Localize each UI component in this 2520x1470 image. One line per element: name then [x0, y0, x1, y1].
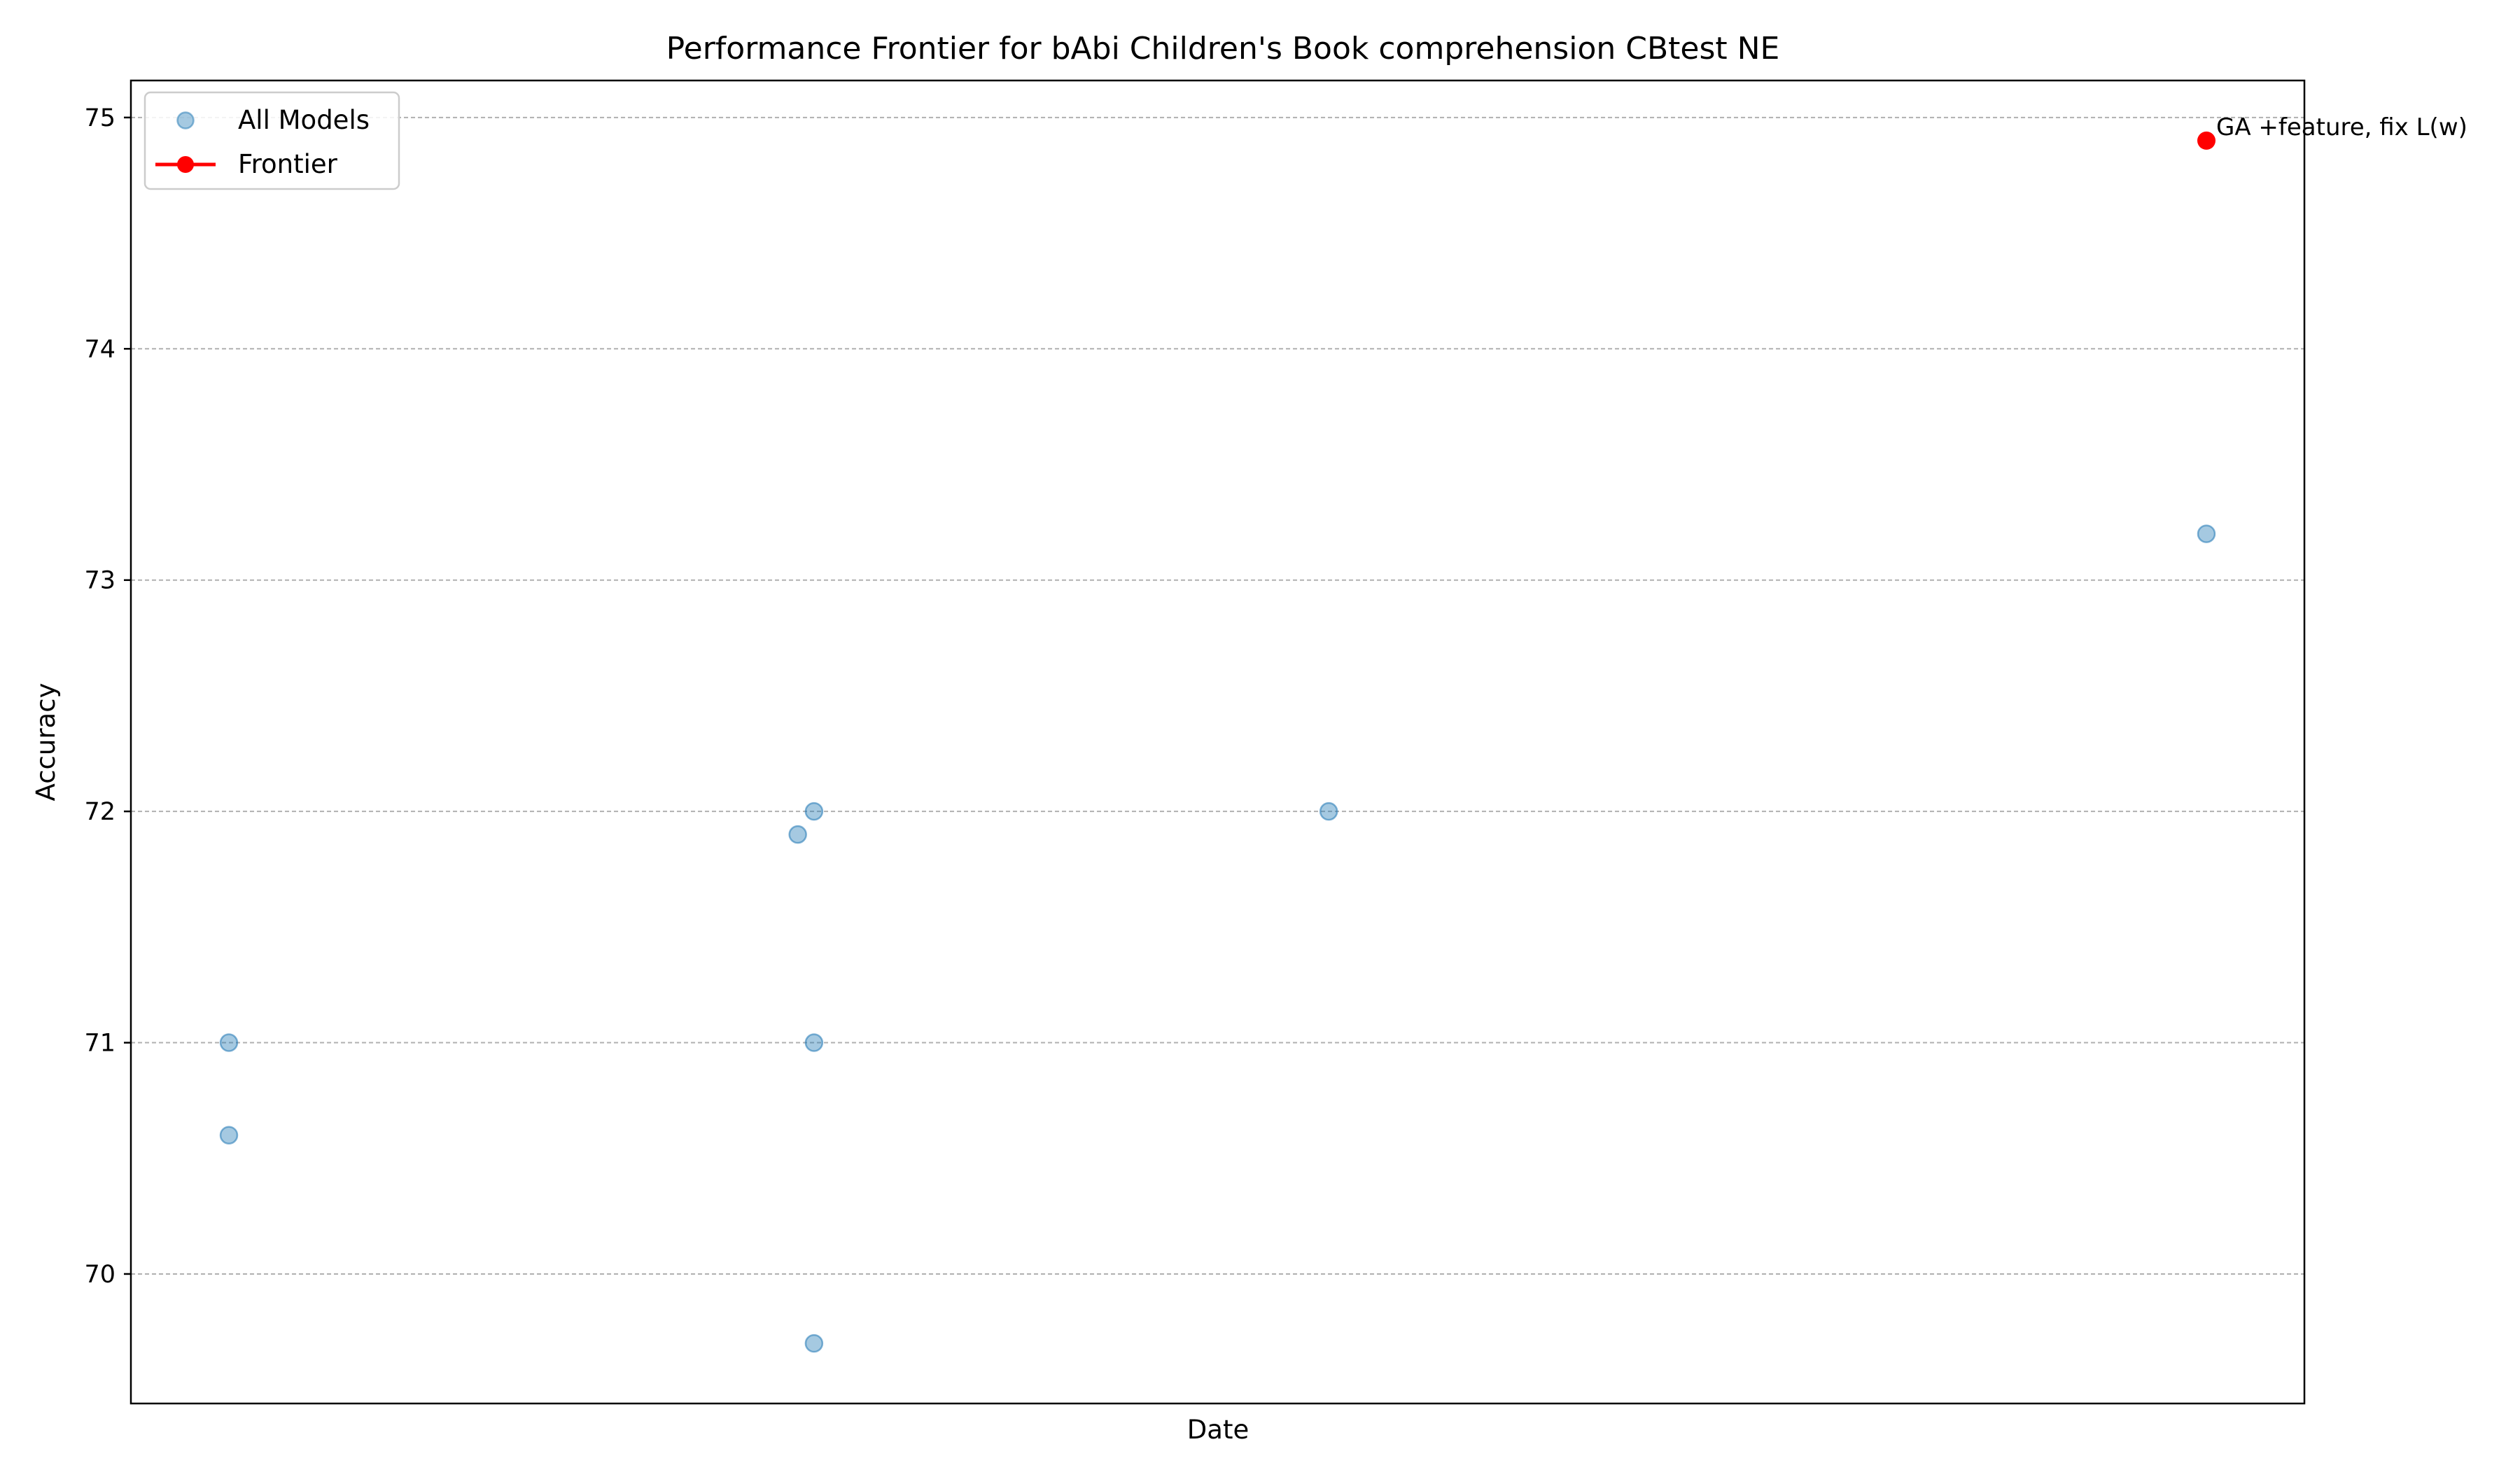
legend-marker-all-models: [176, 111, 195, 130]
legend-marker-frontier: [177, 156, 194, 173]
grid: [131, 116, 2304, 1275]
chart-title: Performance Frontier for bAbi Children's…: [666, 31, 1780, 66]
data-point-frontier: [2197, 131, 2216, 150]
legend: All Models Frontier: [144, 91, 400, 190]
y-tick-label: 75: [84, 104, 115, 132]
data-point-all-models: [804, 1334, 824, 1353]
data-point-all-models: [788, 825, 807, 844]
frontier-point-label: GA +feature, fix L(w): [2216, 113, 2468, 141]
data-point-all-models: [219, 1126, 239, 1144]
x-axis-label: Date: [1187, 1415, 1249, 1445]
data-point-all-models: [2197, 524, 2216, 543]
legend-label-all-models: All Models: [238, 105, 370, 135]
y-axis-label: Accuracy: [31, 683, 61, 802]
y-tick-label: 73: [84, 567, 115, 595]
plot-frame: [130, 79, 2306, 1405]
annotations: GA +feature, fix L(w): [2216, 113, 2468, 141]
y-tick-label: 74: [84, 335, 115, 363]
data-points: [219, 131, 2216, 1353]
data-point-all-models: [804, 1033, 824, 1052]
data-point-all-models: [219, 1033, 239, 1052]
legend-label-frontier: Frontier: [238, 149, 338, 179]
data-point-all-models: [1319, 802, 1338, 821]
y-tick-label: 70: [84, 1261, 115, 1289]
y-tick-label: 72: [84, 798, 115, 826]
y-tick-label: 71: [84, 1030, 115, 1058]
y-axis-ticks: 70 71 72 73 74 75: [84, 104, 131, 1289]
data-point-all-models: [804, 802, 824, 821]
